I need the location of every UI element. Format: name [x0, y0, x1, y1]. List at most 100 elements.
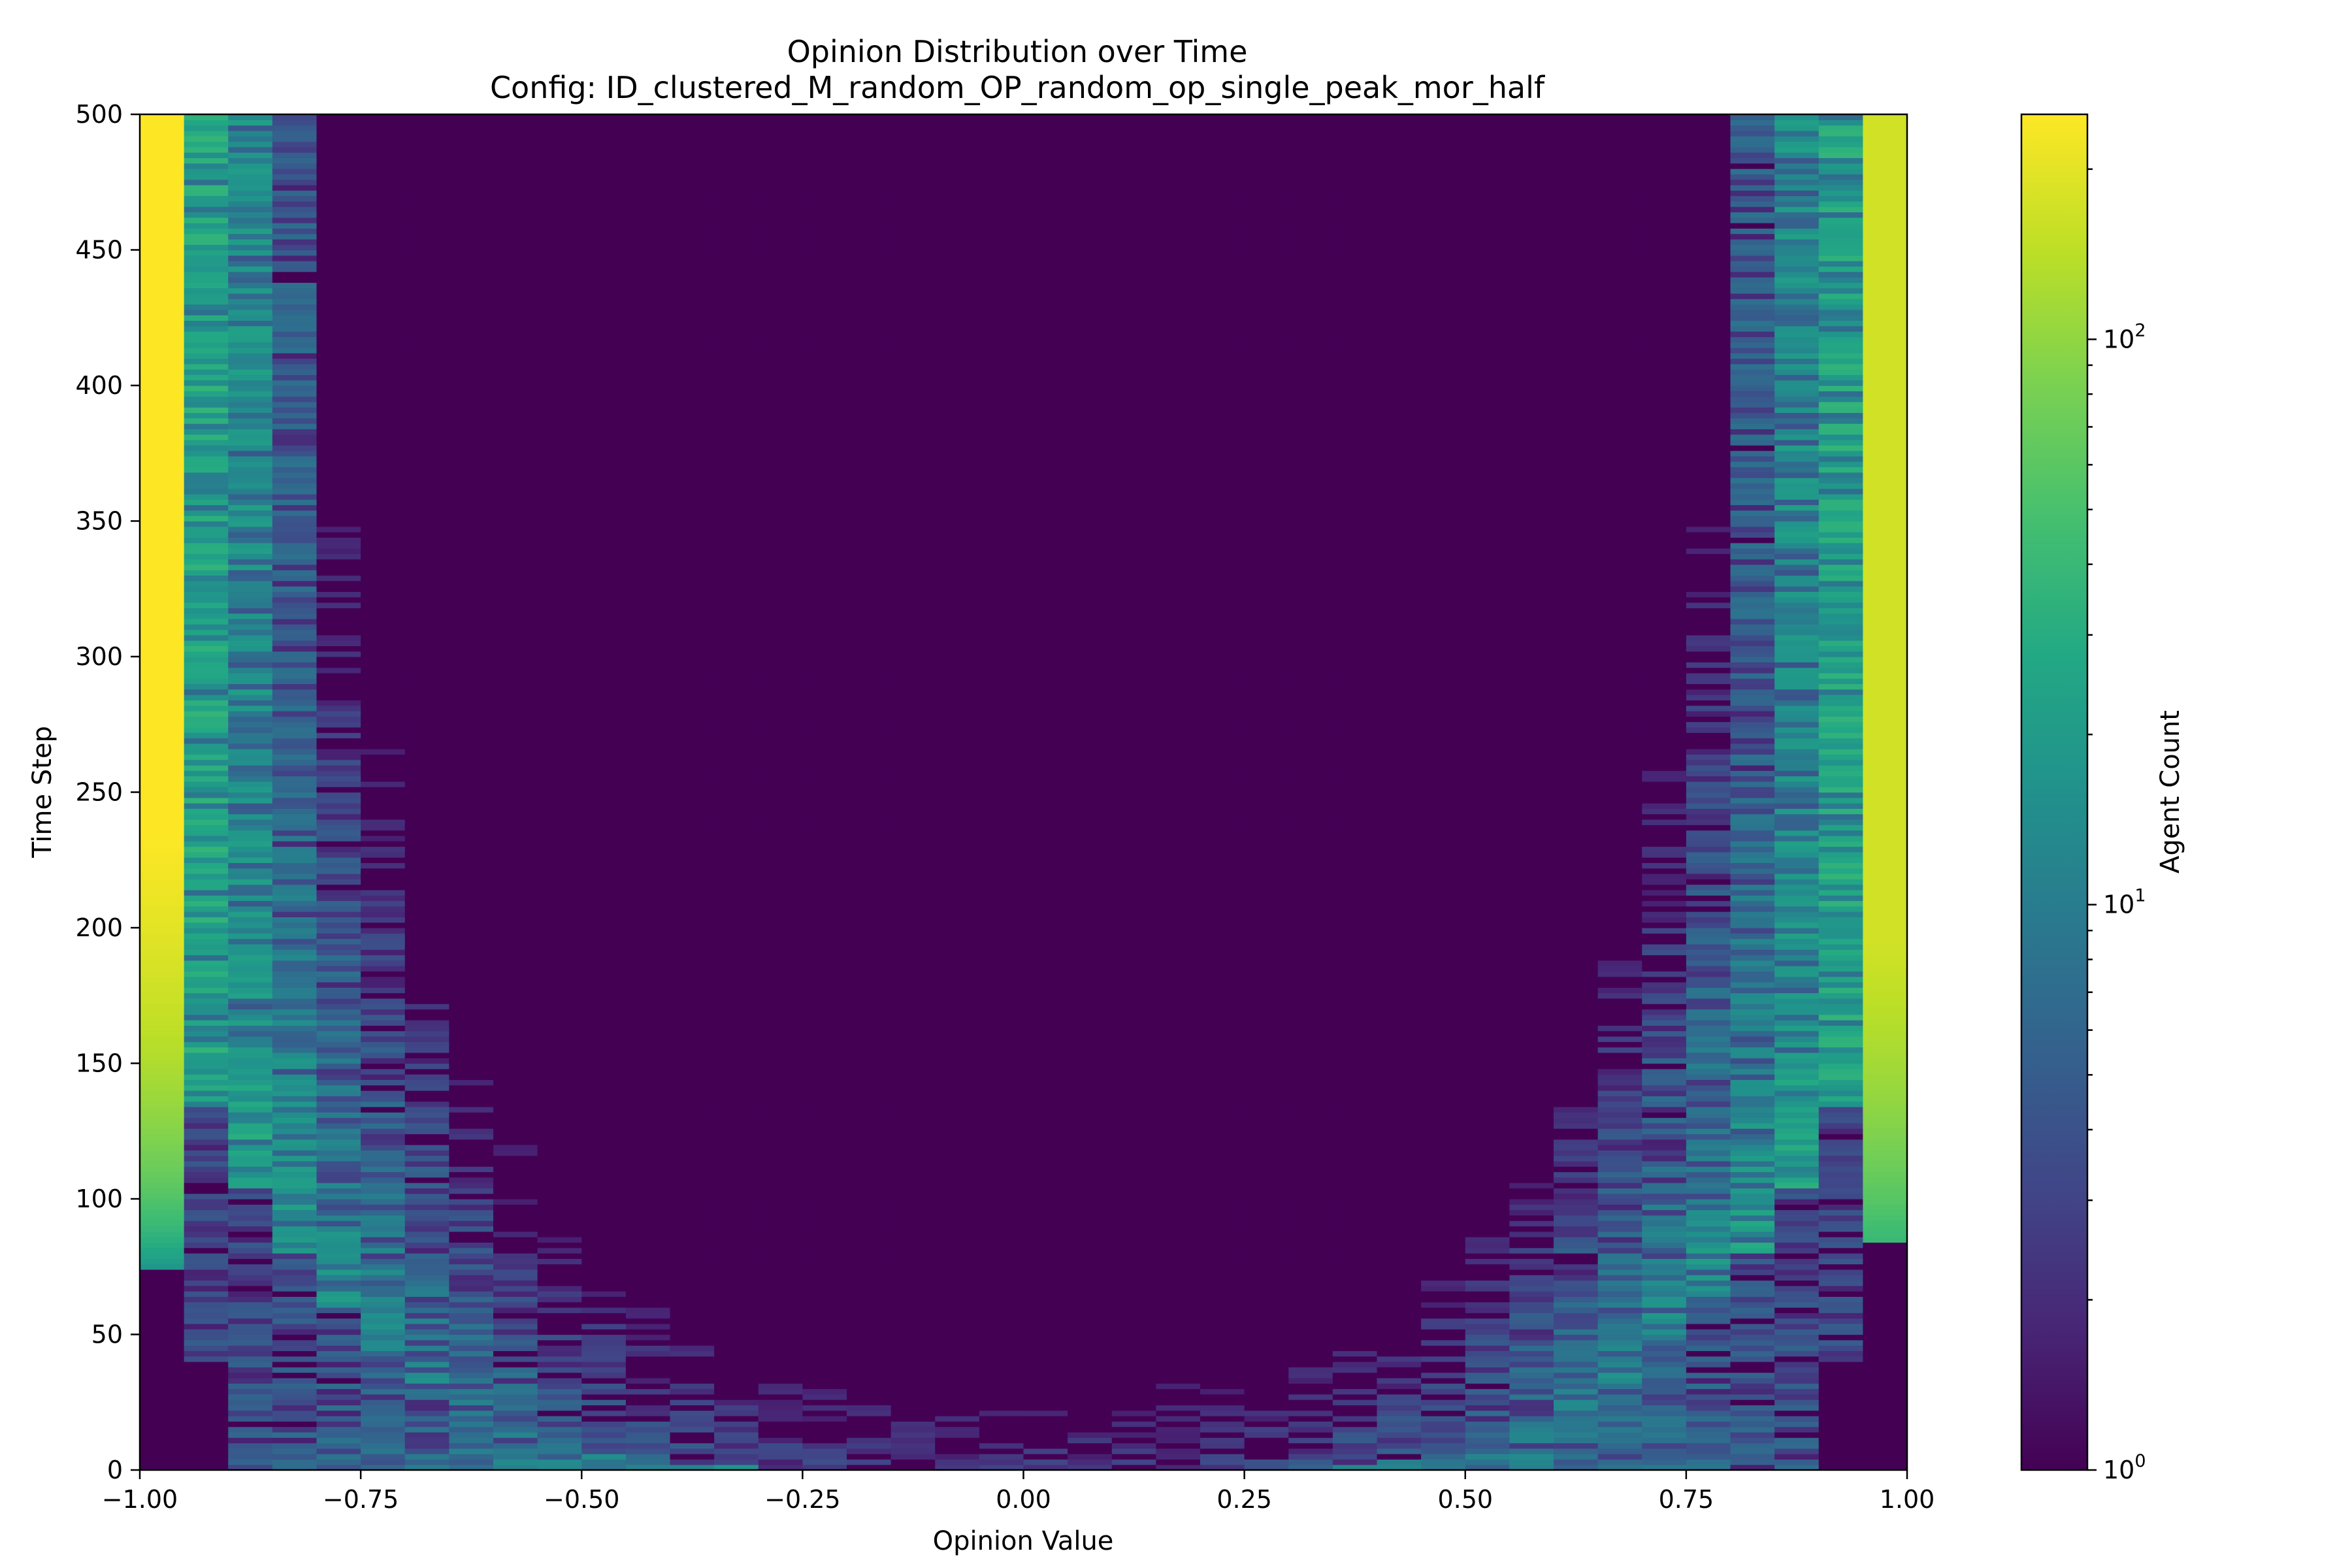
- heatmap-cell: [449, 580, 494, 587]
- heatmap-cell: [802, 287, 847, 294]
- heatmap-cell: [404, 1394, 449, 1400]
- heatmap-cell: [140, 1112, 185, 1119]
- heatmap-cell: [935, 152, 980, 158]
- heatmap-cell: [935, 1150, 980, 1156]
- heatmap-cell: [714, 146, 759, 153]
- heatmap-cell: [316, 461, 361, 468]
- heatmap-cell: [670, 450, 715, 457]
- heatmap-cell: [316, 1388, 361, 1395]
- heatmap-cell: [316, 347, 361, 353]
- heatmap-cell: [184, 472, 229, 478]
- heatmap-cell: [272, 1421, 318, 1428]
- heatmap-cell: [272, 445, 318, 451]
- heatmap-cell: [714, 1307, 759, 1313]
- heatmap-cell: [449, 1226, 494, 1232]
- heatmap-cell: [581, 1090, 627, 1096]
- heatmap-cell: [361, 521, 406, 527]
- heatmap-cell: [802, 315, 847, 321]
- heatmap-cell: [537, 1459, 582, 1465]
- heatmap-cell: [184, 553, 229, 560]
- heatmap-cell: [316, 754, 361, 760]
- heatmap-cell: [361, 749, 406, 755]
- heatmap-cell: [184, 299, 229, 305]
- heatmap-cell: [625, 1139, 671, 1145]
- heatmap-cell: [890, 526, 936, 532]
- heatmap-cell: [449, 369, 494, 375]
- heatmap-cell: [847, 478, 892, 483]
- heatmap-cell: [316, 1443, 361, 1449]
- heatmap-cell: [847, 759, 892, 766]
- heatmap-cell: [847, 1329, 892, 1335]
- heatmap-cell: [140, 466, 185, 473]
- heatmap-cell: [847, 255, 892, 261]
- heatmap-cell: [979, 608, 1024, 614]
- heatmap-cell: [361, 1329, 406, 1335]
- heatmap-cell: [316, 1356, 361, 1362]
- heatmap-cell: [890, 466, 936, 473]
- heatmap-cell: [890, 488, 936, 495]
- heatmap-cell: [802, 645, 847, 652]
- heatmap-cell: [184, 1052, 229, 1058]
- heatmap-cell: [581, 1296, 627, 1303]
- heatmap-cell: [140, 830, 185, 836]
- heatmap-cell: [361, 835, 406, 841]
- heatmap-cell: [272, 1399, 318, 1405]
- heatmap-cell: [935, 1339, 980, 1346]
- heatmap-cell: [714, 624, 759, 630]
- heatmap-cell: [625, 575, 671, 581]
- heatmap-cell: [847, 797, 892, 804]
- heatmap-cell: [272, 1112, 318, 1119]
- heatmap-cell: [272, 223, 318, 229]
- heatmap-cell: [979, 385, 1024, 391]
- heatmap-cell: [935, 1117, 980, 1124]
- heatmap-cell: [140, 1264, 185, 1270]
- heatmap-cell: [670, 629, 715, 636]
- heatmap-cell: [361, 1356, 406, 1362]
- heatmap-cell: [316, 315, 361, 321]
- heatmap-cell: [935, 618, 980, 625]
- heatmap-cell: [537, 1405, 582, 1411]
- heatmap-cell: [758, 1204, 803, 1211]
- heatmap-cell: [802, 353, 847, 359]
- heatmap-cell: [537, 1399, 582, 1405]
- heatmap-cell: [316, 136, 361, 142]
- heatmap-cell: [228, 1323, 273, 1330]
- heatmap-cell: [714, 1410, 759, 1416]
- heatmap-cell: [714, 976, 759, 983]
- heatmap-cell: [890, 651, 936, 657]
- heatmap-cell: [890, 1193, 936, 1200]
- heatmap-cell: [847, 672, 892, 679]
- heatmap-cell: [404, 472, 449, 478]
- heatmap-cell: [272, 347, 318, 353]
- heatmap-cell: [802, 537, 847, 544]
- heatmap-cell: [802, 1339, 847, 1346]
- heatmap-cell: [802, 705, 847, 711]
- heatmap-cell: [361, 510, 406, 516]
- heatmap-cell: [537, 440, 582, 446]
- heatmap-cell: [361, 917, 406, 923]
- heatmap-cell: [537, 244, 582, 251]
- heatmap-cell: [316, 466, 361, 473]
- heatmap-cell: [404, 169, 449, 174]
- heatmap-cell: [714, 1399, 759, 1405]
- heatmap-cell: [625, 1345, 671, 1351]
- heatmap-cell: [670, 1323, 715, 1330]
- heatmap-cell: [581, 478, 627, 483]
- heatmap-cell: [847, 1112, 892, 1119]
- heatmap-cell: [449, 651, 494, 657]
- heatmap-cell: [890, 1443, 936, 1449]
- heatmap-cell: [449, 879, 494, 885]
- heatmap-cell: [758, 629, 803, 636]
- heatmap-cell: [802, 884, 847, 890]
- heatmap-cell: [493, 434, 538, 440]
- heatmap-cell: [140, 727, 185, 733]
- heatmap-cell: [493, 299, 538, 305]
- heatmap-cell: [979, 1291, 1024, 1297]
- heatmap-cell: [140, 266, 185, 272]
- heatmap-cell: [537, 238, 582, 245]
- heatmap-cell: [979, 526, 1024, 532]
- heatmap-cell: [935, 434, 980, 440]
- heatmap-cell: [537, 645, 582, 652]
- heatmap-cell: [404, 429, 449, 435]
- heatmap-cell: [404, 287, 449, 294]
